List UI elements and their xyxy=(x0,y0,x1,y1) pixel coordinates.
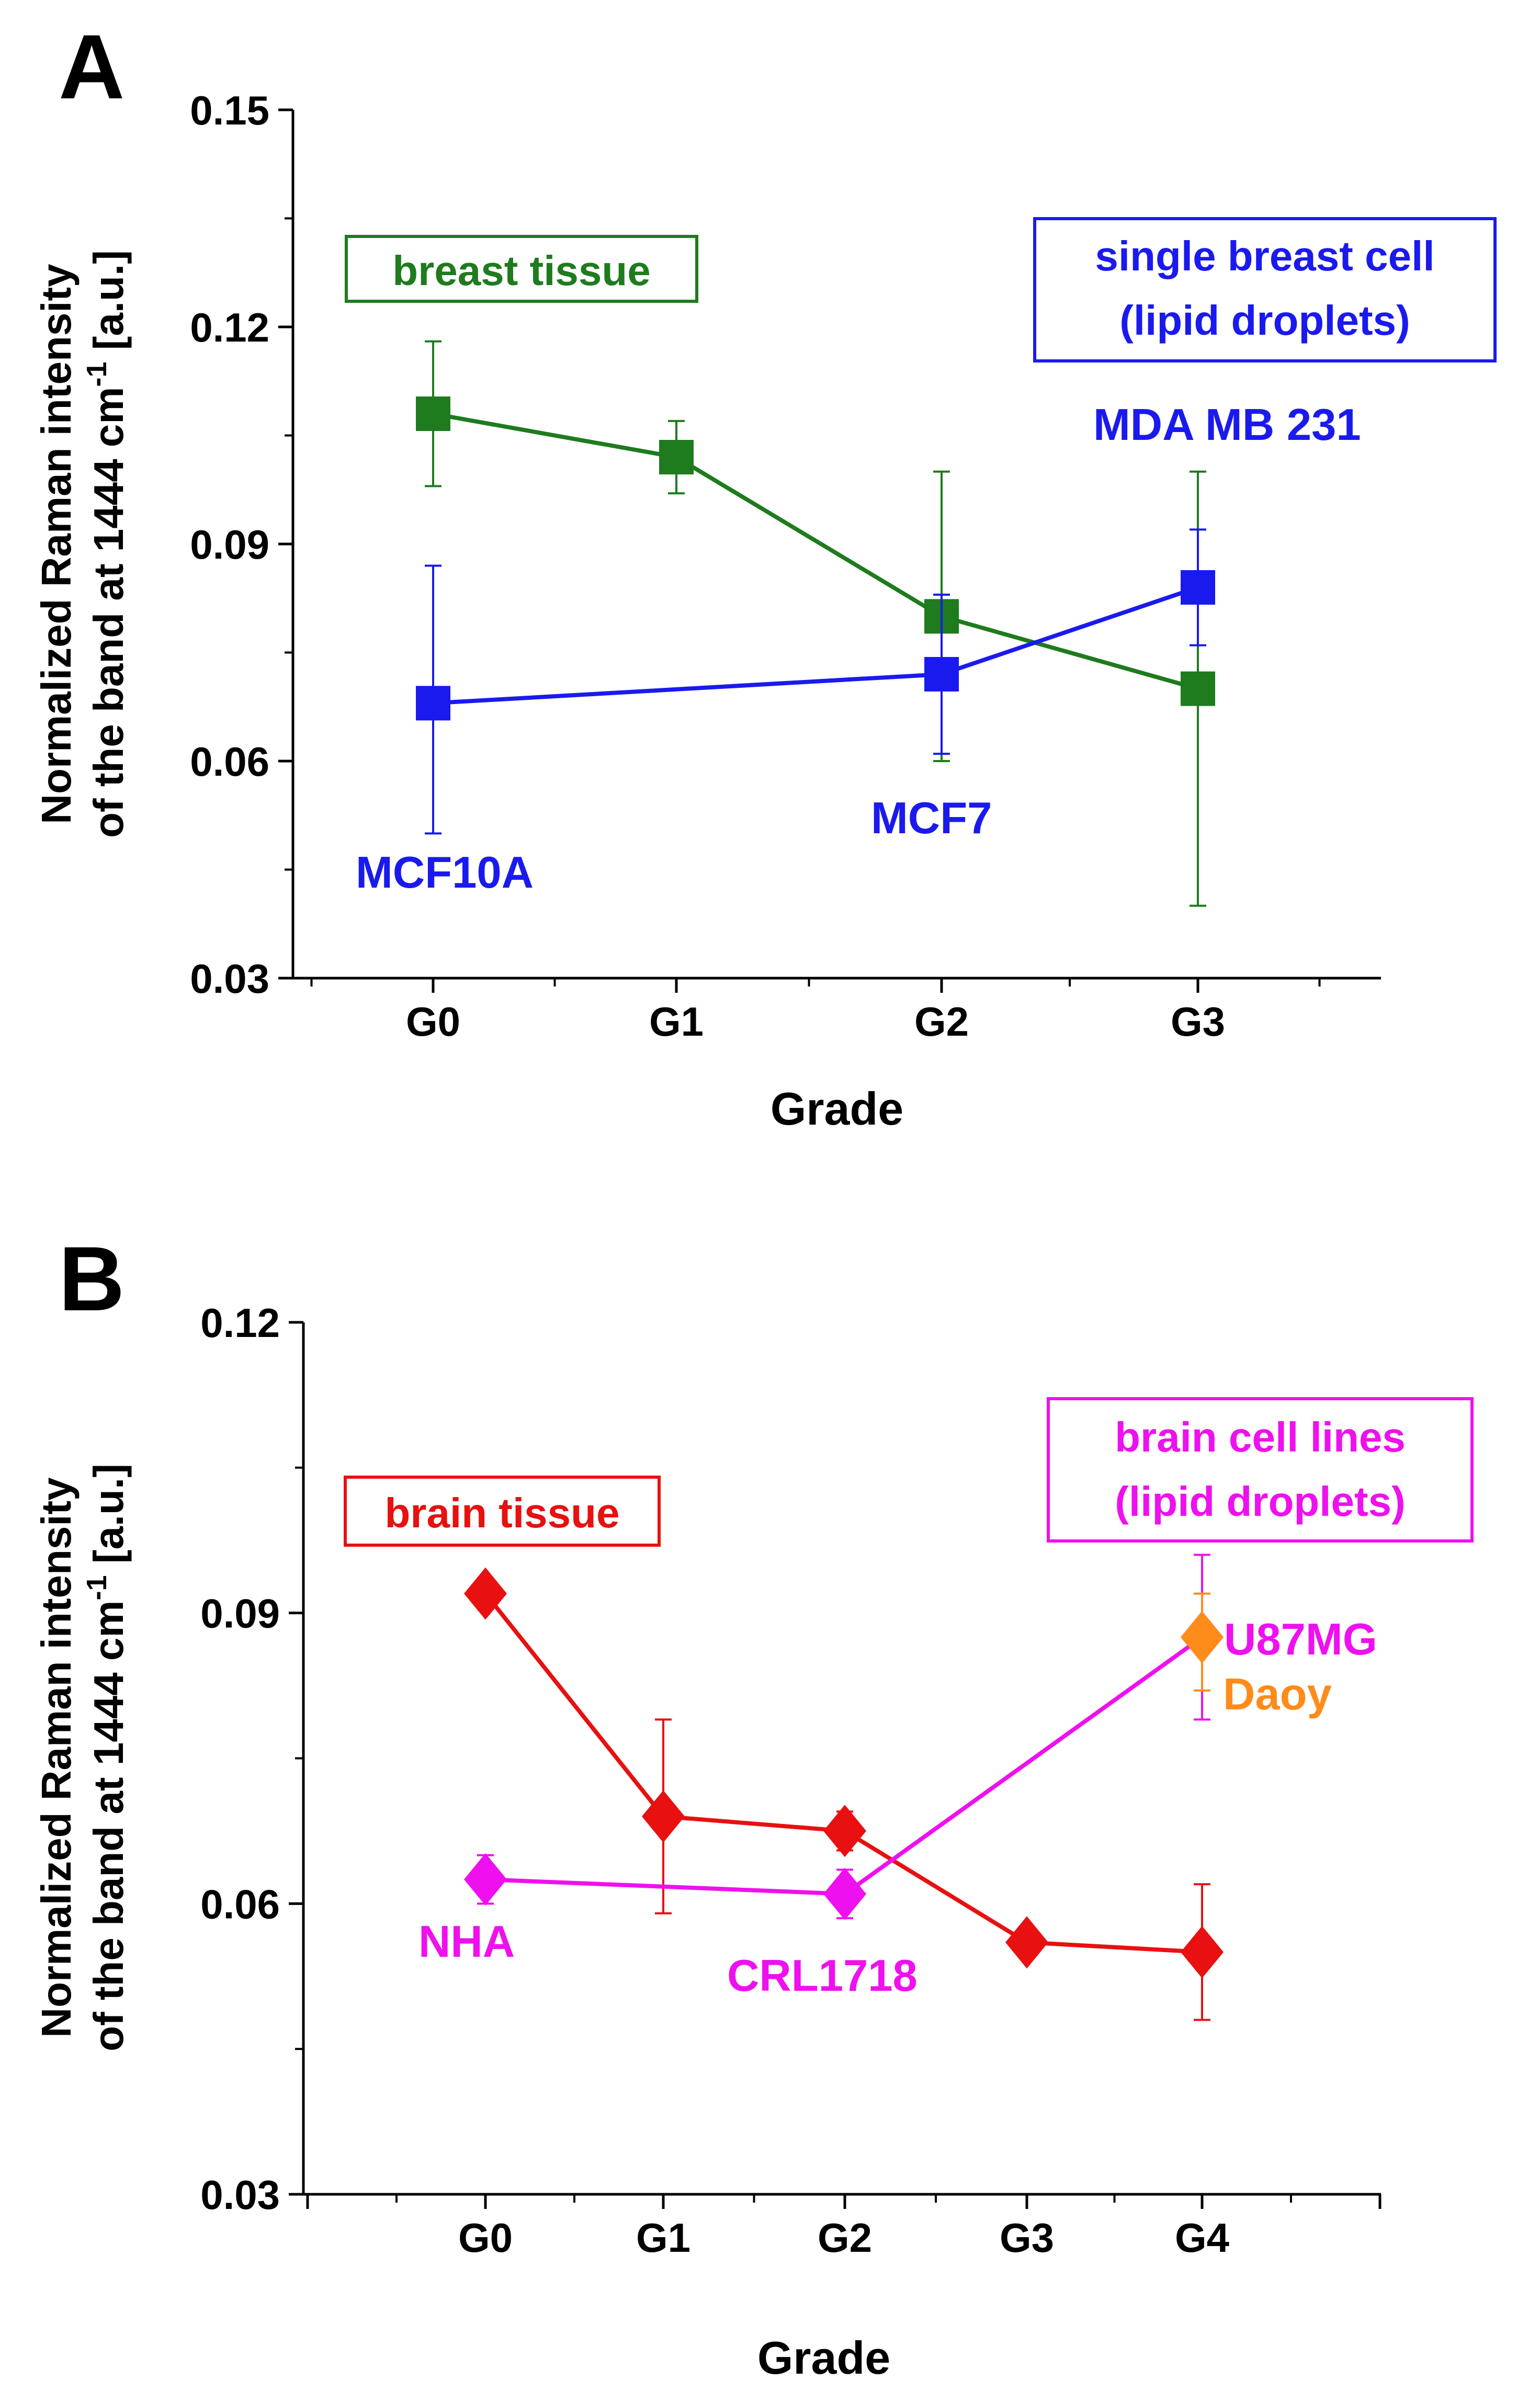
panel-b-series-1 xyxy=(464,1554,1224,1920)
panel-a-series-1 xyxy=(416,528,1215,835)
panel-b-y-tick-label: 0.12 xyxy=(200,1300,280,1346)
data-point-square xyxy=(1181,671,1215,706)
series-line xyxy=(433,412,1199,691)
panel-a-label-mcf10a: MCF10A xyxy=(356,848,534,898)
panel-b-legend-brain-tissue-text: brain tissue xyxy=(384,1490,619,1536)
panel-b-y-label-line2-pre: of the band at 1444 cm xyxy=(85,1600,132,2051)
panel-a-x-tick-label: G1 xyxy=(649,999,704,1045)
panel-b-chart: B 0.03 0.06 0.09 0.12 G0 G1 G2 G3 G4 Grade Norm… xyxy=(33,1228,1474,2384)
data-point-square xyxy=(416,396,450,431)
panel-a-x-ticks: G0 G1 G2 G3 xyxy=(310,978,1321,1045)
panel-a-legend-single-cell-line1: single breast cell xyxy=(1095,233,1434,279)
panel-b-series xyxy=(464,1554,1224,2021)
panel-b-x-ticks: G0 G1 G2 G3 G4 xyxy=(306,2194,1382,2261)
panel-b-x-label: Grade xyxy=(757,2332,890,2384)
panel-b-legend-cell-lines-frame xyxy=(1047,1397,1474,1543)
panel-b-y-label-line2-post: [a.u.] xyxy=(85,1464,132,1575)
data-point-diamond xyxy=(1181,1611,1224,1663)
panel-b-letter: B xyxy=(59,1228,124,1330)
panel-a-x-tick-label: G2 xyxy=(914,999,969,1045)
panel-a-chart: A 0.03 0.06 0.09 0.12 0.15 G0 G1 G2 G3 Grade No… xyxy=(33,16,1497,1135)
panel-a-legend-breast-tissue-text: breast tissue xyxy=(392,247,651,294)
panel-b-legend-cell-lines-line1: brain cell lines xyxy=(1115,1414,1406,1460)
panel-a-y-label-line1: Normalized Raman intensity xyxy=(33,264,80,824)
panel-a-x-tick-label: G0 xyxy=(406,999,460,1045)
panel-a-legend-single-cell-frame xyxy=(1033,217,1497,362)
panel-a-label-mda-mb-231: MDA MB 231 xyxy=(1093,400,1361,450)
panel-a-y-label-line2-post: [a.u.] xyxy=(85,250,132,361)
panel-b-x-tick-label: G1 xyxy=(636,2215,690,2261)
panel-a-x-tick-label: G3 xyxy=(1171,999,1225,1045)
panel-a-legend-single-cell-line2: (lipid droplets) xyxy=(1119,297,1410,344)
panel-a-letter: A xyxy=(59,16,124,118)
data-point-diamond xyxy=(464,1567,507,1620)
data-point-diamond xyxy=(823,1867,866,1920)
panel-b-label-nha: NHA xyxy=(418,1917,515,1967)
panel-b-x-tick-label: G2 xyxy=(818,2215,872,2261)
panel-a-y-tick-label: 0.15 xyxy=(190,87,269,133)
series-line xyxy=(433,585,1199,706)
data-point-square xyxy=(1181,570,1215,605)
panel-b-y-tick-label: 0.06 xyxy=(200,1881,280,1927)
panel-b-y-label-line1: Normalized Raman intensity xyxy=(33,1477,80,2038)
panel-a-y-label-superscript: -1 xyxy=(81,361,112,387)
panel-b-y-tick-label: 0.09 xyxy=(200,1591,280,1637)
data-point-square xyxy=(659,440,694,474)
data-point-diamond xyxy=(823,1805,866,1857)
panel-b-label-crl1718: CRL1718 xyxy=(727,1951,918,2001)
panel-a-series xyxy=(416,340,1215,907)
panel-a-y-label-line2-pre: of the band at 1444 cm xyxy=(85,387,132,837)
panel-a-y-tick-label: 0.09 xyxy=(190,522,269,568)
panel-a-x-label: Grade xyxy=(771,1083,903,1135)
panel-a-label-mcf7: MCF7 xyxy=(871,793,992,843)
panel-b-y-label-superscript: -1 xyxy=(81,1575,112,1600)
panel-b-legend-cell-lines: brain cell lines (lipid droplets) xyxy=(1047,1397,1474,1543)
panel-b-y-ticks: 0.03 0.06 0.09 0.12 xyxy=(200,1300,303,2218)
panel-a-y-ticks: 0.03 0.06 0.09 0.12 0.15 xyxy=(190,87,293,1002)
panel-b-label-daoy: Daoy xyxy=(1223,1670,1332,1719)
panel-a-legend-single-cell: single breast cell (lipid droplets) xyxy=(1033,217,1497,362)
panel-a-y-label-line2: of the band at 1444 cm-1 [a.u.] xyxy=(81,250,132,838)
panel-b-y-label: Normalized Raman intensity of the band a… xyxy=(33,1464,132,2051)
panel-b-label-u87mg: U87MG xyxy=(1224,1615,1377,1664)
panel-b-series-2 xyxy=(1181,1592,1224,1692)
panel-a-legend-breast-tissue: breast tissue xyxy=(345,235,698,303)
panel-b-x-tick-label: G0 xyxy=(458,2215,513,2261)
data-point-diamond xyxy=(464,1853,507,1906)
panel-b-legend-brain-tissue-frame xyxy=(344,1476,661,1547)
panel-a-y-label: Normalized Raman intensity of the band a… xyxy=(33,250,132,838)
panel-b-y-tick-label: 0.03 xyxy=(200,2172,280,2218)
panel-b-series-0 xyxy=(464,1567,1224,2021)
panel-b-legend-cell-lines-line2: (lipid droplets) xyxy=(1115,1478,1406,1525)
panel-b-legend-brain-tissue: brain tissue xyxy=(344,1476,661,1547)
data-point-square xyxy=(416,686,450,721)
panel-b-x-tick-label: G3 xyxy=(1000,2215,1054,2261)
panel-b-y-label-line2: of the band at 1444 cm-1 [a.u.] xyxy=(81,1464,132,2051)
data-point-square xyxy=(924,657,959,691)
panel-a-y-tick-label: 0.03 xyxy=(190,956,269,1002)
panel-a-y-tick-label: 0.12 xyxy=(190,304,269,350)
panel-a-y-tick-label: 0.06 xyxy=(190,739,269,785)
panel-a-legend-breast-tissue-frame xyxy=(345,235,698,303)
panel-b-x-tick-label: G4 xyxy=(1175,2215,1229,2261)
data-point-diamond xyxy=(1005,1916,1048,1969)
data-point-diamond xyxy=(1181,1925,1224,1978)
data-point-diamond xyxy=(642,1790,685,1843)
